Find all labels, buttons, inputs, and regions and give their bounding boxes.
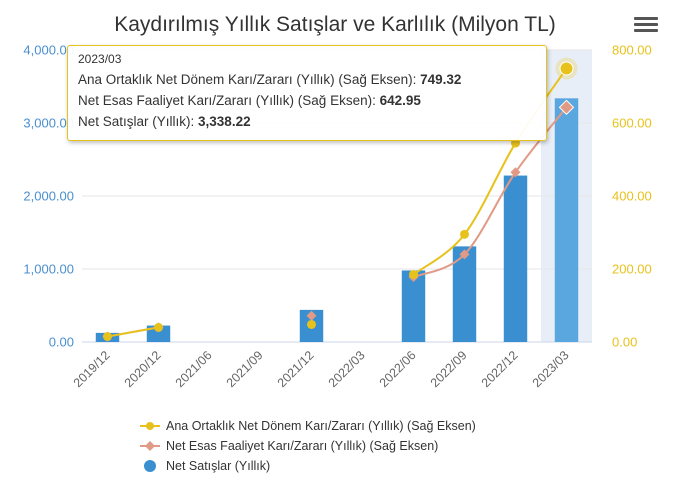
right-axis-tick-label: 0.00 [612, 335, 637, 350]
legend-label: Net Esas Faaliyet Karı/Zararı (Yıllık) (… [166, 439, 439, 453]
left-axis-tick-label: 0.00 [49, 335, 74, 350]
tooltip-row-operating-profit: Net Esas Faaliyet Karı/Zararı (Yıllık) (… [78, 90, 536, 111]
tooltip-date: 2023/03 [78, 52, 122, 66]
operating-profit-marker [510, 167, 521, 178]
net-profit-marker [460, 229, 469, 239]
x-axis-tick-label: 2019/12 [71, 348, 113, 390]
left-axis-tick-label: 1,000.00 [23, 262, 74, 277]
net-profit-marker [307, 319, 316, 329]
net-profit-marker [154, 322, 163, 332]
x-axis-tick-label: 2021/12 [275, 348, 317, 390]
chart-menu-button[interactable] [632, 14, 660, 40]
left-axis-tick-label: 4,000.00 [23, 43, 74, 58]
operating-profit-marker [459, 249, 470, 260]
x-axis-tick-labels: 2019/12 2020/12 2021/06 2021/09 2021/12 2022/… [71, 348, 572, 390]
tooltip-row-value: 749.32 [420, 72, 462, 87]
right-axis-tick-labels: 0.00 200.00 400.00 600.00 800.00 [612, 43, 652, 350]
legend-line-diamond-icon [140, 441, 160, 451]
net-profit-marker [559, 61, 574, 76]
left-axis-tick-label: 3,000.00 [23, 116, 74, 131]
sales-bar [401, 270, 426, 342]
sales-bar [503, 175, 528, 342]
legend-label: Net Satışlar (Yıllık) [166, 459, 271, 473]
tooltip-row-label: Net Satışlar (Yıllık): [78, 114, 199, 129]
x-axis-tick-label: 2022/12 [479, 348, 521, 390]
sales-bar [146, 325, 171, 342]
operating-profit-marker [558, 99, 575, 116]
tooltip-row-label: Ana Ortaklık Net Dönem Karı/Zararı (Yıll… [78, 72, 421, 87]
operating-profit-line [107, 106, 568, 338]
x-axis-tick-label: 2021/06 [173, 348, 215, 390]
legend: Ana Ortaklık Net Dönem Karı/Zararı (Yıll… [140, 416, 476, 476]
tooltip-row-net-profit: Ana Ortaklık Net Dönem Karı/Zararı (Yıll… [78, 69, 536, 90]
right-axis-tick-label: 800.00 [612, 43, 652, 58]
legend-item-operating-profit[interactable]: Net Esas Faaliyet Karı/Zararı (Yıllık) (… [140, 436, 476, 456]
tooltip-row-net-sales: Net Satışlar (Yıllık): 3,338.22 [78, 111, 536, 132]
hamburger-menu-icon [634, 17, 658, 20]
right-axis-tick-label: 200.00 [612, 262, 652, 277]
x-axis-tick-label: 2022/03 [326, 348, 368, 390]
legend-item-net-profit[interactable]: Ana Ortaklık Net Dönem Karı/Zararı (Yıll… [140, 416, 476, 436]
operating-profit-marker [306, 310, 317, 321]
chart-title: Kaydırılmış Yıllık Satışlar ve Karlılık … [114, 13, 556, 36]
x-axis-tick-label: 2021/09 [224, 348, 266, 390]
net-profit-marker [103, 332, 112, 342]
x-axis-tick-label: 2022/09 [428, 348, 470, 390]
right-axis-tick-label: 400.00 [612, 189, 652, 204]
sales-bar [452, 246, 477, 342]
net-profit-marker [409, 269, 418, 279]
x-axis-tick-label: 2022/06 [377, 348, 419, 390]
left-axis-tick-label: 2,000.00 [23, 189, 74, 204]
legend-item-net-sales[interactable]: Net Satışlar (Yıllık) [140, 456, 476, 476]
legend-line-circle-icon [140, 422, 160, 430]
tooltip: 2023/03 Ana Ortaklık Net Dönem Karı/Zara… [67, 45, 547, 141]
tooltip-row-value: 642.95 [379, 93, 421, 108]
x-axis-tick-label: 2020/12 [122, 348, 164, 390]
right-axis-tick-label: 600.00 [612, 116, 652, 131]
sales-bar [554, 98, 579, 342]
x-axis-tick-label: 2023/03 [530, 348, 572, 390]
line-markers [102, 57, 578, 342]
legend-circle-icon [144, 460, 156, 472]
sales-bars [95, 98, 579, 342]
legend-label: Ana Ortaklık Net Dönem Karı/Zararı (Yıll… [166, 419, 476, 433]
left-axis-tick-labels: 0.00 1,000.00 2,000.00 3,000.00 4,000.00 [23, 43, 74, 350]
tooltip-row-label: Net Esas Faaliyet Karı/Zararı (Yıllık) (… [78, 93, 380, 108]
tooltip-row-value: 3,338.22 [198, 114, 251, 129]
